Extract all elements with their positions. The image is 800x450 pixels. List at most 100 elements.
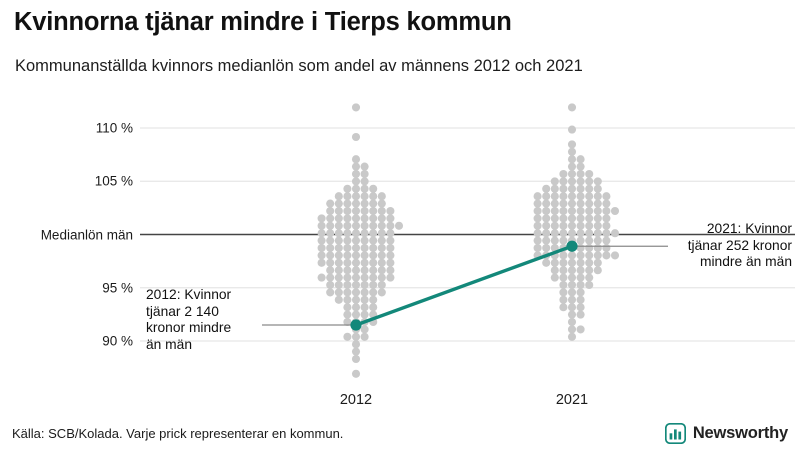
- y-axis-labels: 90 % 95 % Medianlön män 105 % 110 %: [0, 100, 133, 400]
- dot: [593, 243, 602, 253]
- dot: [377, 192, 386, 201]
- dot: [559, 169, 568, 179]
- dot: [326, 199, 335, 208]
- logo-wordmark: Newsworthy: [692, 423, 788, 442]
- dot: [576, 214, 585, 223]
- dot: [559, 273, 568, 282]
- dot: [559, 258, 568, 267]
- dot: [343, 184, 352, 193]
- chart-plot-area: [0, 100, 800, 400]
- dot: [567, 192, 577, 201]
- y-axis-tick-100: Medianlön män: [40, 227, 133, 242]
- dot: [351, 332, 361, 341]
- dot: [343, 303, 352, 312]
- dot: [559, 206, 568, 216]
- dot: [360, 236, 369, 245]
- dot: [559, 266, 568, 275]
- dot: [542, 199, 551, 208]
- dot: [386, 273, 395, 282]
- dot: [326, 229, 335, 238]
- dot: [576, 303, 585, 312]
- dot: [576, 295, 585, 304]
- dot: [317, 214, 326, 223]
- dot: [360, 214, 369, 223]
- dot: [567, 325, 577, 334]
- dot: [610, 251, 620, 260]
- dot: [533, 229, 542, 238]
- dot: [351, 243, 361, 253]
- dot: [559, 251, 568, 260]
- dot: [394, 221, 404, 230]
- dot: [559, 295, 568, 304]
- dot: [360, 206, 369, 216]
- dot: [351, 251, 361, 260]
- dot: [585, 266, 594, 275]
- dot: [567, 273, 577, 282]
- dot: [369, 280, 378, 290]
- dot: [559, 214, 568, 223]
- dot: [360, 332, 369, 341]
- dot: [377, 288, 386, 297]
- dot: [369, 258, 378, 267]
- dot: [334, 251, 343, 260]
- dot: [351, 273, 361, 282]
- dot: [351, 266, 361, 275]
- dot: [533, 206, 542, 216]
- dot: [343, 266, 352, 275]
- dot: [326, 288, 335, 297]
- dot: [576, 243, 585, 253]
- page-subtitle: Kommunanställda kvinnors medianlön som a…: [15, 57, 583, 75]
- dot: [351, 229, 361, 238]
- highlight-connector: [354, 244, 574, 327]
- dot: [533, 236, 542, 245]
- dot: [343, 288, 352, 297]
- dot: [343, 332, 352, 341]
- dot: [567, 295, 577, 304]
- dot: [369, 243, 378, 253]
- annotation-2012: 2012: Kvinnor tjänar 2 140 kronor mindre…: [146, 287, 232, 352]
- dot: [602, 221, 611, 230]
- dot: [343, 206, 352, 216]
- dot: [567, 199, 577, 208]
- dot: [351, 347, 361, 356]
- dot: [334, 243, 343, 253]
- dot: [576, 266, 585, 275]
- dot: [360, 229, 369, 238]
- dot: [369, 192, 378, 201]
- dot: [351, 155, 361, 164]
- dot: [576, 258, 585, 267]
- dot: [585, 236, 594, 245]
- dot: [351, 221, 361, 230]
- dot: [585, 243, 594, 253]
- dot: [567, 303, 577, 312]
- dot: [567, 221, 577, 230]
- dot: [567, 332, 577, 341]
- dot: [542, 258, 551, 267]
- annotation-2021: 2021: Kvinnor tjänar 252 kronor mindre ä…: [687, 221, 792, 270]
- dot: [334, 288, 343, 297]
- dot: [550, 214, 559, 223]
- dot: [326, 236, 335, 245]
- dot: [602, 192, 611, 201]
- dot: [360, 192, 369, 201]
- dot: [585, 258, 594, 267]
- dot: [542, 206, 551, 216]
- dot: [369, 206, 378, 216]
- dot: [567, 125, 577, 134]
- dot: [377, 251, 386, 260]
- dot: [377, 221, 386, 230]
- highlight-dot-2012: [350, 319, 362, 331]
- dot: [593, 221, 602, 230]
- x-axis-tick-2021: 2021: [555, 392, 589, 408]
- dot: [559, 288, 568, 297]
- dot: [567, 266, 577, 275]
- dot: [360, 258, 369, 267]
- source-note: Källa: SCB/Kolada. Varje prick represent…: [12, 426, 344, 441]
- dot: [559, 229, 568, 238]
- dot: [351, 177, 361, 186]
- dot: [550, 258, 559, 267]
- dot: [567, 288, 577, 297]
- dot: [386, 221, 395, 230]
- dot: [360, 243, 369, 253]
- dot: [369, 184, 378, 193]
